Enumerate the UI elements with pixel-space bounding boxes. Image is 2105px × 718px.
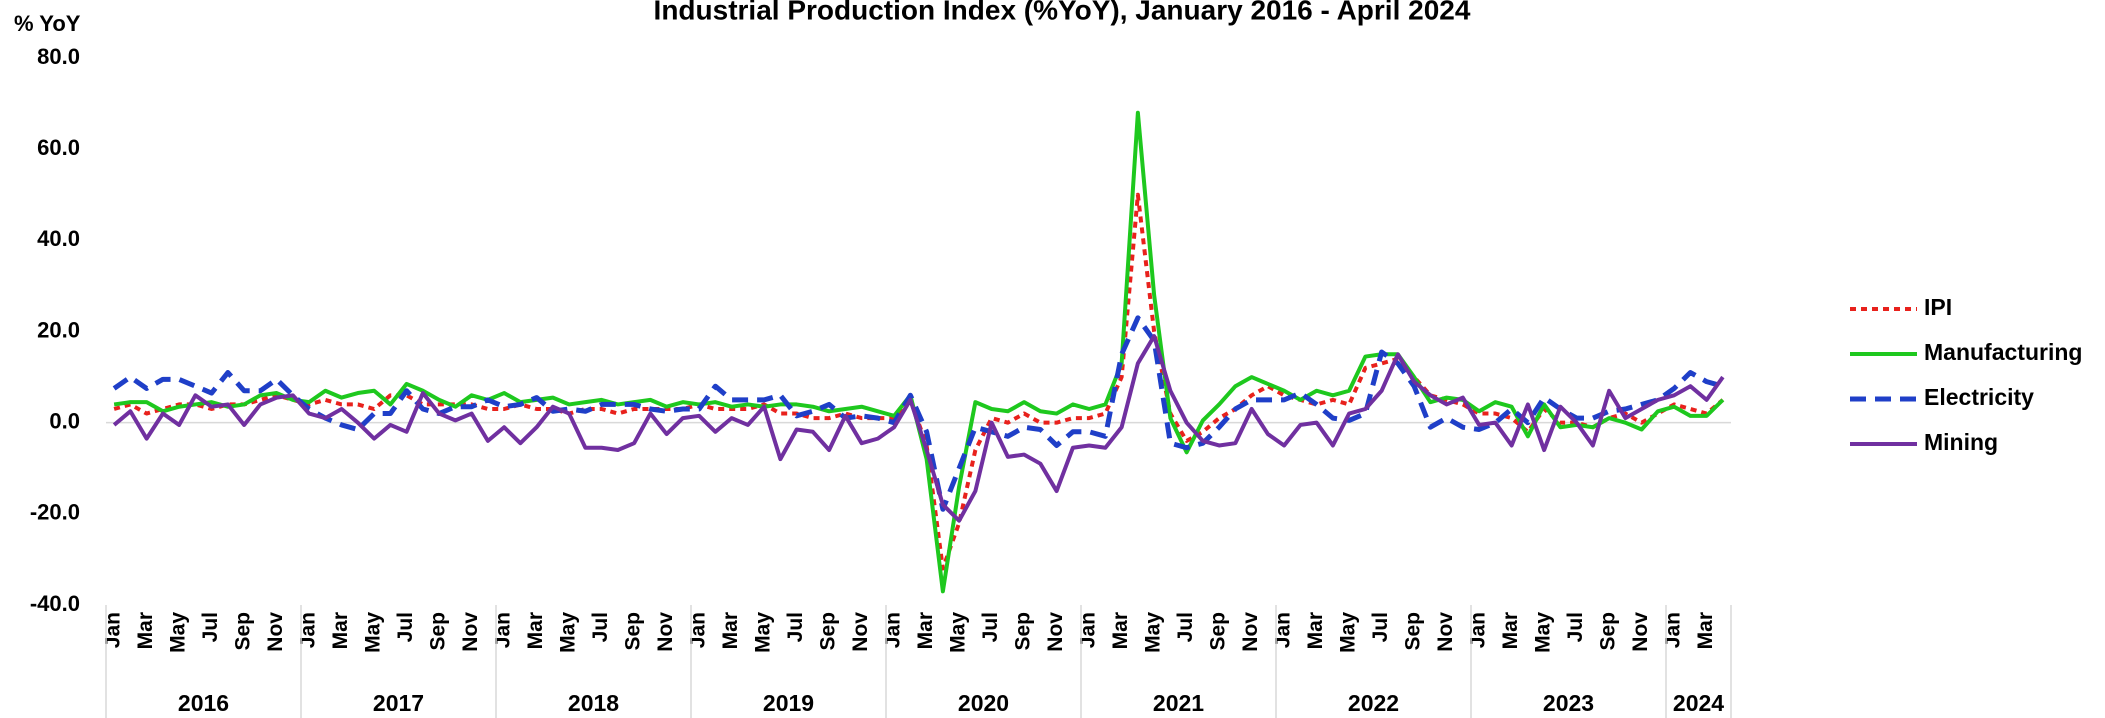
legend-label: IPI — [1924, 294, 1952, 320]
x-tick-label: Jan — [1662, 612, 1685, 648]
x-tick-label: Jul — [1174, 612, 1197, 642]
x-tick-label: Mar — [134, 612, 157, 649]
year-label: 2022 — [1348, 690, 1399, 716]
x-tick-label: May — [362, 612, 385, 653]
legend-label: Electricity — [1924, 384, 2034, 410]
x-tick-label: Nov — [654, 612, 677, 652]
x-tick-label: Nov — [264, 612, 287, 652]
x-tick-label: Sep — [1402, 612, 1425, 651]
x-tick-label: Jul — [394, 612, 417, 642]
x-tick-label: Sep — [1597, 612, 1620, 651]
x-tick-label: Nov — [1629, 612, 1652, 652]
x-tick-label: Jan — [1467, 612, 1490, 648]
x-tick-label: Mar — [1304, 612, 1327, 649]
x-tick-label: Jul — [784, 612, 807, 642]
x-tick-label: May — [1532, 612, 1555, 653]
y-tick-label: -20.0 — [30, 500, 80, 525]
x-tick-label: Mar — [719, 612, 742, 649]
x-tick-label: Nov — [1239, 612, 1262, 652]
series-line — [112, 334, 1725, 523]
year-label: 2016 — [178, 690, 229, 716]
legend-label: Mining — [1924, 429, 1998, 455]
year-label: 2019 — [763, 690, 814, 716]
series-line — [113, 192, 1725, 571]
year-label: 2024 — [1673, 690, 1724, 716]
x-tick-label: Mar — [1109, 612, 1132, 649]
y-tick-label: 60.0 — [37, 135, 80, 160]
y-axis-label: % YoY — [14, 11, 81, 36]
x-tick-label: Jan — [492, 612, 515, 648]
x-tick-label: Sep — [817, 612, 840, 651]
x-tick-label: Sep — [1012, 612, 1035, 651]
x-tick-label: May — [1337, 612, 1360, 653]
x-tick-label: Jul — [589, 612, 612, 642]
x-tick-label: Sep — [427, 612, 450, 651]
x-tick-label: Nov — [459, 612, 482, 652]
x-tick-label: Jan — [1077, 612, 1100, 648]
year-label: 2020 — [958, 690, 1009, 716]
x-tick-label: Jan — [297, 612, 320, 648]
x-tick-label: Jan — [102, 612, 125, 648]
x-tick-label: Jul — [1369, 612, 1392, 642]
y-tick-label: -40.0 — [30, 591, 80, 616]
x-tick-label: May — [752, 612, 775, 653]
y-tick-label: 80.0 — [37, 44, 80, 69]
x-tick-label: Sep — [232, 612, 255, 651]
x-tick-label: May — [167, 612, 190, 653]
x-tick-label: Jul — [1564, 612, 1587, 642]
x-tick-label: Nov — [1434, 612, 1457, 652]
x-tick-label: Mar — [329, 612, 352, 649]
x-tick-label: Mar — [1499, 612, 1522, 649]
y-tick-label: 40.0 — [37, 226, 80, 251]
x-tick-label: Sep — [622, 612, 645, 651]
legend-label: Manufacturing — [1924, 339, 2082, 365]
x-tick-label: Mar — [524, 612, 547, 649]
x-tick-label: May — [1142, 612, 1165, 653]
x-tick-label: Sep — [1207, 612, 1230, 651]
x-tick-label: Mar — [1694, 612, 1717, 649]
x-tick-label: Jul — [199, 612, 222, 642]
x-tick-label: Jul — [979, 612, 1002, 642]
x-tick-label: May — [557, 612, 580, 653]
year-label: 2021 — [1153, 690, 1204, 716]
x-tick-label: Nov — [849, 612, 872, 652]
chart-title: Industrial Production Index (%YoY), Janu… — [654, 0, 1471, 25]
year-label: 2017 — [373, 690, 424, 716]
y-tick-label: 0.0 — [49, 408, 80, 433]
series-line — [112, 315, 1724, 512]
x-tick-label: Jan — [1272, 612, 1295, 648]
x-tick-label: Jan — [882, 612, 905, 648]
y-tick-label: 20.0 — [37, 317, 80, 342]
x-tick-label: Jan — [687, 612, 710, 648]
year-label: 2023 — [1543, 690, 1594, 716]
x-tick-label: May — [947, 612, 970, 653]
series-line — [113, 110, 1725, 594]
x-tick-label: Nov — [1044, 612, 1067, 652]
x-tick-label: Mar — [914, 612, 937, 649]
year-label: 2018 — [568, 690, 619, 716]
